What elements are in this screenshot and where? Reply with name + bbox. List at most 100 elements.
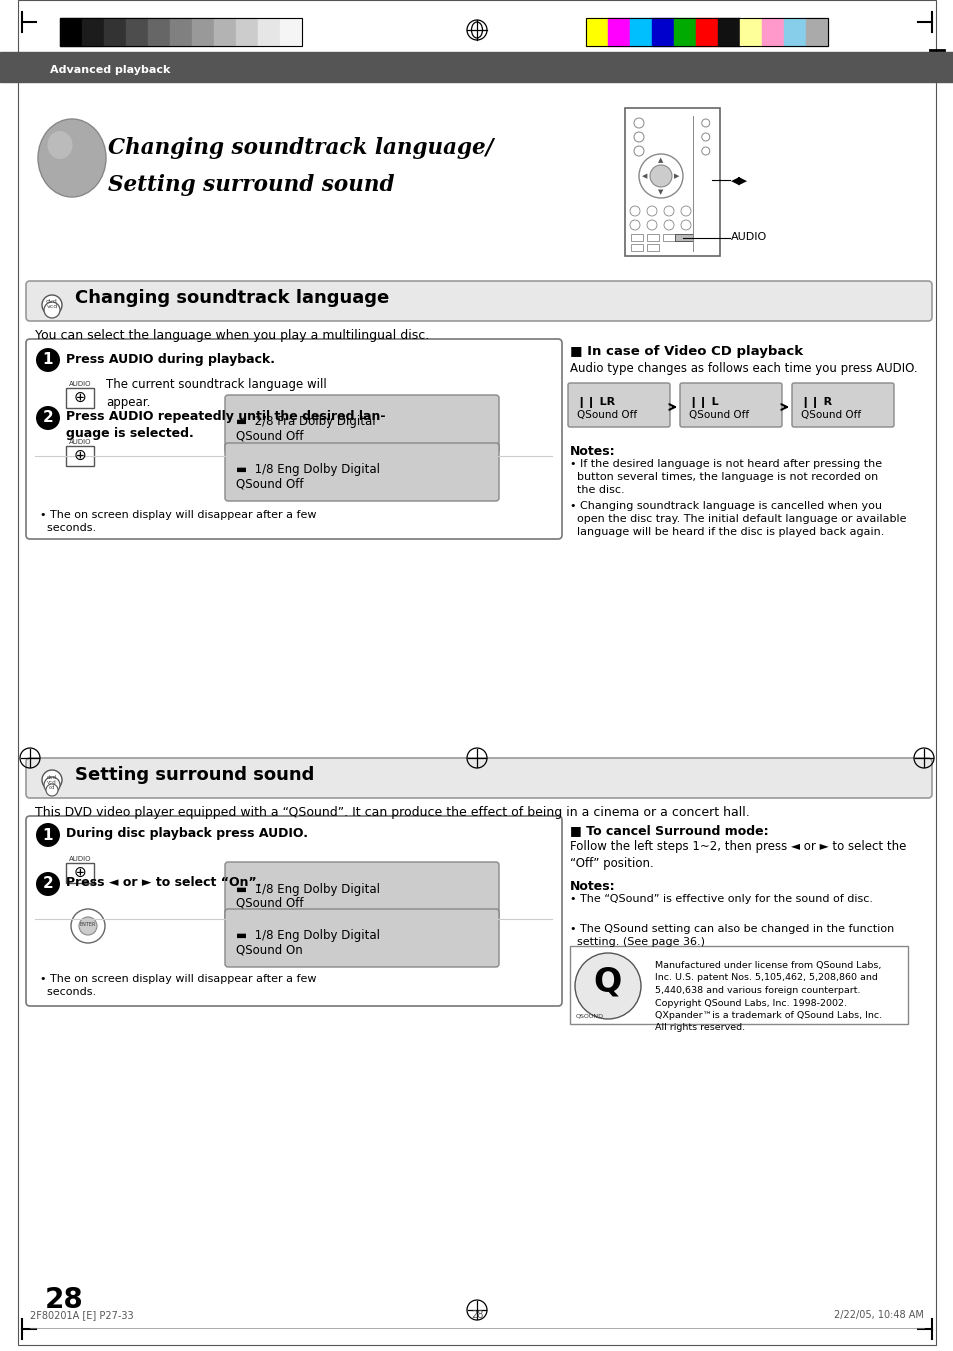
Circle shape: [44, 777, 60, 793]
Ellipse shape: [48, 131, 72, 159]
Text: vcd: vcd: [47, 780, 57, 785]
Text: ❙❙ R: ❙❙ R: [801, 396, 831, 408]
Text: Follow the left steps 1~2, then press ◄ or ► to select the
“Off” position.: Follow the left steps 1~2, then press ◄ …: [569, 840, 905, 870]
FancyBboxPatch shape: [225, 862, 498, 920]
Text: You can select the language when you play a multilingual disc.: You can select the language when you pla…: [35, 330, 429, 342]
Text: ■ To cancel Surround mode:: ■ To cancel Surround mode:: [569, 824, 768, 838]
Text: ENTER: ENTER: [80, 923, 96, 928]
Circle shape: [36, 349, 60, 372]
Circle shape: [646, 205, 657, 216]
Text: QSound Off: QSound Off: [235, 430, 303, 443]
Bar: [585, 18, 607, 46]
Text: ⊕: ⊕: [73, 447, 87, 462]
Text: Notes:: Notes:: [569, 444, 615, 458]
Text: The current soundtrack language will
appear.: The current soundtrack language will app…: [106, 378, 327, 409]
Bar: [235, 18, 257, 46]
Bar: [60, 18, 82, 46]
Bar: [148, 18, 170, 46]
Text: QSound Off: QSound Off: [235, 477, 303, 490]
Text: ⊕: ⊕: [73, 865, 87, 880]
Ellipse shape: [471, 22, 482, 38]
Bar: [66, 863, 94, 884]
Text: Setting surround sound: Setting surround sound: [108, 174, 395, 196]
Text: • The “QSound” is effective only for the sound of disc.: • The “QSound” is effective only for the…: [569, 894, 872, 904]
Circle shape: [663, 205, 673, 216]
Circle shape: [680, 205, 690, 216]
Text: AUDIO: AUDIO: [69, 381, 91, 386]
Circle shape: [79, 917, 97, 935]
Text: Advanced playback: Advanced playback: [50, 65, 171, 76]
Text: ▼: ▼: [658, 189, 663, 195]
Text: ❙❙ L: ❙❙ L: [688, 396, 718, 408]
Text: ❙❙ LR: ❙❙ LR: [577, 396, 615, 408]
Text: • Changing soundtrack language is cancelled when you
  open the disc tray. The i: • Changing soundtrack language is cancel…: [569, 501, 905, 538]
Bar: [170, 18, 192, 46]
Ellipse shape: [38, 119, 106, 197]
Bar: [60, 18, 302, 46]
Bar: [0, 51, 953, 82]
Text: dvd: dvd: [47, 775, 57, 780]
Text: ▬  1/8 Eng Dolby Digital: ▬ 1/8 Eng Dolby Digital: [235, 882, 379, 896]
Text: 1: 1: [43, 353, 53, 367]
Circle shape: [701, 147, 709, 155]
Circle shape: [629, 205, 639, 216]
Text: QSound Off: QSound Off: [688, 409, 748, 420]
Bar: [673, 18, 696, 46]
Text: During disc playback press AUDIO.: During disc playback press AUDIO.: [66, 828, 308, 840]
Text: vcd: vcd: [47, 304, 57, 309]
Text: cd: cd: [49, 785, 55, 790]
Text: QSOUND: QSOUND: [576, 1013, 603, 1019]
Circle shape: [575, 952, 640, 1019]
Text: AUDIO: AUDIO: [69, 439, 91, 444]
Text: AUDIO: AUDIO: [69, 857, 91, 862]
FancyBboxPatch shape: [26, 758, 931, 798]
Circle shape: [639, 154, 682, 199]
Text: ▲: ▲: [658, 157, 663, 163]
Bar: [629, 18, 651, 46]
Text: Press ◄ or ► to select “On”.: Press ◄ or ► to select “On”.: [66, 877, 261, 889]
Text: 28: 28: [471, 1310, 482, 1320]
Text: ◀: ◀: [641, 173, 647, 178]
Text: Changing soundtrack language/: Changing soundtrack language/: [108, 136, 493, 159]
Bar: [740, 18, 761, 46]
Circle shape: [36, 407, 60, 430]
Text: ■ In case of Video CD playback: ■ In case of Video CD playback: [569, 345, 802, 358]
Text: • The on screen display will disappear after a few
  seconds.: • The on screen display will disappear a…: [40, 974, 316, 997]
Bar: [624, 108, 720, 255]
FancyBboxPatch shape: [679, 382, 781, 427]
Text: Notes:: Notes:: [569, 880, 615, 893]
Bar: [646, 234, 659, 240]
Bar: [696, 18, 718, 46]
Text: AUDIO: AUDIO: [730, 232, 766, 242]
Bar: [126, 18, 148, 46]
Circle shape: [634, 132, 643, 142]
Circle shape: [44, 303, 60, 317]
Bar: [630, 234, 642, 240]
Circle shape: [629, 220, 639, 230]
FancyBboxPatch shape: [26, 816, 561, 1006]
Text: Changing soundtrack language: Changing soundtrack language: [75, 289, 389, 307]
Text: ▬  2/8 Fra Dolby Digital: ▬ 2/8 Fra Dolby Digital: [235, 416, 375, 428]
Circle shape: [46, 784, 58, 796]
Text: Manufactured under license from QSound Labs,
Inc. U.S. patent Nos. 5,105,462, 5,: Manufactured under license from QSound L…: [655, 961, 882, 1032]
Bar: [761, 18, 783, 46]
Bar: [718, 18, 740, 46]
Text: 1: 1: [43, 828, 53, 843]
Bar: [569, 946, 907, 1024]
Bar: [257, 18, 280, 46]
FancyBboxPatch shape: [791, 382, 893, 427]
Text: QSound On: QSound On: [235, 943, 302, 957]
Text: Press AUDIO during playback.: Press AUDIO during playback.: [66, 353, 274, 366]
Bar: [213, 18, 235, 46]
Text: 2/22/05, 10:48 AM: 2/22/05, 10:48 AM: [833, 1310, 923, 1320]
Bar: [662, 234, 675, 240]
Circle shape: [71, 909, 105, 943]
Bar: [607, 18, 629, 46]
Text: Q: Q: [594, 966, 621, 998]
Text: This DVD video player equipped with a “QSound”. It can produce the effect of bei: This DVD video player equipped with a “Q…: [35, 807, 749, 819]
Text: ⊕: ⊕: [73, 389, 87, 404]
Text: ◀▶: ◀▶: [730, 176, 747, 186]
Bar: [192, 18, 213, 46]
Bar: [585, 18, 827, 46]
Text: ▶: ▶: [674, 173, 679, 178]
